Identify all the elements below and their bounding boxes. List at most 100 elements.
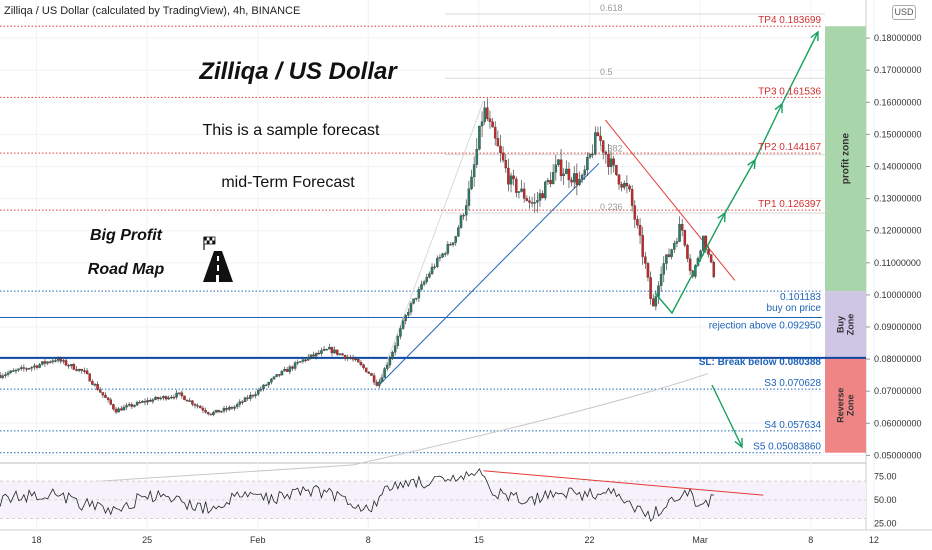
candle-body	[570, 179, 573, 183]
candle-body	[470, 176, 473, 189]
candle-body	[349, 357, 352, 359]
candle-body	[525, 198, 529, 201]
rsi-tick-label: 75.00	[874, 471, 897, 481]
level-label: S3 0.070628	[764, 378, 821, 389]
candle-body	[151, 399, 155, 402]
candle-body	[670, 249, 673, 257]
candle-body	[491, 121, 494, 128]
candle-body	[193, 404, 197, 406]
fib-label: 0.5	[600, 67, 613, 77]
candle-body	[538, 193, 542, 201]
candle-body	[230, 407, 234, 409]
arrowhead-tp4	[810, 30, 819, 42]
candle-body	[446, 244, 450, 254]
candle-body	[596, 132, 600, 137]
forecast-down-path	[711, 384, 743, 448]
candle-body	[559, 159, 563, 177]
candle-body	[51, 360, 55, 363]
candle-body	[43, 361, 47, 364]
term-subtitle: mid-Term Forecast	[221, 174, 355, 191]
candle-body	[504, 160, 508, 169]
candle-body	[98, 389, 102, 393]
candle-body	[707, 249, 710, 255]
level-label: rejection above 0.092950	[709, 321, 822, 332]
candle-body	[357, 359, 360, 363]
candle-body	[141, 401, 144, 403]
candle-body	[288, 366, 292, 372]
candle-body	[662, 263, 666, 275]
candle-body	[6, 372, 10, 375]
candle-body	[320, 350, 323, 354]
candle-body	[591, 153, 594, 156]
candle-body	[80, 368, 84, 371]
level-labels: TP4 0.183699 TP3 0.161536 TP2 0.144167 TP1 …	[699, 15, 822, 452]
candle-body	[72, 364, 76, 370]
candle-body	[462, 214, 465, 217]
candle-body	[386, 364, 389, 369]
candle-body	[630, 189, 634, 206]
candle-body	[201, 407, 205, 411]
level-label: S4 0.057634	[764, 420, 821, 431]
candle-body	[259, 388, 263, 391]
x-tick-label: 8	[366, 535, 371, 545]
time-axis[interactable]: 18 25 Feb 8 15 22 Mar 8 12	[31, 535, 878, 545]
candle-body	[378, 381, 381, 386]
candle-body	[125, 405, 128, 408]
candle-body	[22, 367, 26, 369]
x-tick-label: Mar	[692, 535, 708, 545]
candle-body	[615, 164, 618, 175]
resistance-trendline	[604, 119, 736, 281]
candle-body	[180, 392, 184, 397]
candle-body	[651, 298, 655, 307]
candle-body	[509, 175, 513, 185]
candle-body	[70, 364, 73, 367]
candle-body	[512, 175, 515, 180]
candle-body	[46, 361, 49, 364]
candle-body	[478, 125, 481, 150]
candle-body	[551, 172, 555, 185]
trend-drawings: 0.618 0.5 0.382 0.236	[0, 3, 825, 488]
candle-body	[25, 368, 28, 370]
candle-body	[372, 375, 376, 383]
zone-label-text: profit zone	[841, 133, 852, 185]
currency-badge[interactable]: USD	[892, 5, 916, 20]
candle-body	[138, 402, 141, 404]
candle-body	[425, 277, 429, 282]
x-tick-label: 12	[869, 535, 879, 545]
candle-body	[280, 370, 284, 376]
candle-body	[62, 360, 65, 362]
x-tick-label: 8	[808, 535, 813, 545]
candle-body	[702, 235, 705, 251]
candle-body	[91, 381, 94, 385]
candle-body	[465, 205, 468, 216]
candle-body	[575, 173, 579, 185]
candle-body	[14, 369, 18, 372]
candle-body	[399, 328, 402, 337]
candle-body	[686, 245, 689, 259]
candle-body	[436, 258, 439, 267]
candle-body	[617, 174, 621, 185]
rsi-line	[0, 468, 714, 522]
y-tick-label: 0.18000000	[874, 33, 922, 43]
price-axis[interactable]: 0.05000000 0.06000000 0.07000000 0.08000000…	[866, 33, 922, 460]
candle-body	[496, 138, 500, 147]
candle-body	[122, 406, 126, 411]
candle-body	[127, 404, 131, 406]
y-tick-label: 0.06000000	[874, 418, 922, 428]
y-tick-label: 0.13000000	[874, 194, 922, 204]
candle-body	[623, 182, 626, 188]
candle-body	[83, 370, 86, 372]
candle-body	[604, 151, 608, 155]
candle-body	[254, 394, 257, 396]
candle-body	[149, 400, 152, 402]
candle-body	[638, 224, 642, 236]
candle-body	[159, 397, 163, 400]
zone-box	[825, 357, 866, 453]
zone-box	[825, 26, 866, 292]
candle-body	[249, 394, 252, 399]
candle-body	[246, 397, 249, 399]
support-trendline	[377, 162, 600, 387]
candle-body	[709, 254, 713, 263]
candle-body	[33, 365, 36, 368]
